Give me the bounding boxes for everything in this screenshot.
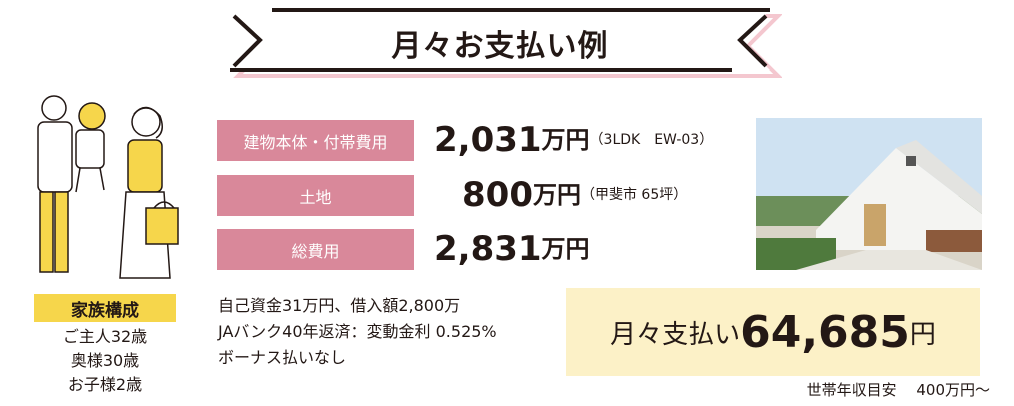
family-member-child: お子様2歳 (67, 375, 143, 394)
cost-label-land: 土地 (217, 175, 414, 216)
cost-value-building: 2,031 万円 （3LDK EW-03） (434, 118, 713, 160)
condition-loan: JAバンク40年返済：変動金利 0.525% (218, 322, 497, 341)
cost-value-land: 800 万円 （甲斐市 65坪） (462, 173, 687, 215)
cost-note: （甲斐市 65坪） (580, 187, 688, 203)
cost-label-total: 総費用 (217, 229, 414, 270)
monthly-payment-value: 64,685 (740, 306, 910, 358)
monthly-payment-unit: 円 (909, 319, 936, 350)
condition-bonus: ボーナス払いなし (218, 348, 347, 367)
cost-value-total: 2,831 万円 (434, 227, 590, 269)
family-member-husband: ご主人32歳 (62, 327, 148, 346)
cost-amount: 2,831 (434, 229, 542, 269)
condition-down-payment: 自己資金31万円、借入額2,800万 (218, 296, 461, 315)
title-banner (230, 8, 782, 78)
cost-unit: 万円 (532, 181, 581, 209)
monthly-payment-label: 月々支払い (610, 319, 741, 350)
house-photo (756, 118, 982, 270)
cost-amount: 800 (462, 175, 533, 215)
cost-amount: 2,031 (434, 120, 542, 160)
family-illustration (37, 95, 179, 279)
page-title: 月々お支払い例 (391, 29, 609, 64)
income-note: 世帯年収目安 400万円〜 (806, 381, 990, 399)
family-label: 家族構成 (34, 294, 176, 322)
cost-unit: 万円 (541, 126, 590, 154)
cost-label-building: 建物本体・付帯費用 (217, 120, 414, 161)
family-member-wife: 奥様30歳 (70, 351, 140, 370)
cost-note: （3LDK EW-03） (589, 132, 714, 148)
monthly-payment-box: 月々支払い 64,685 円 (566, 288, 980, 376)
cost-unit: 万円 (541, 235, 590, 263)
